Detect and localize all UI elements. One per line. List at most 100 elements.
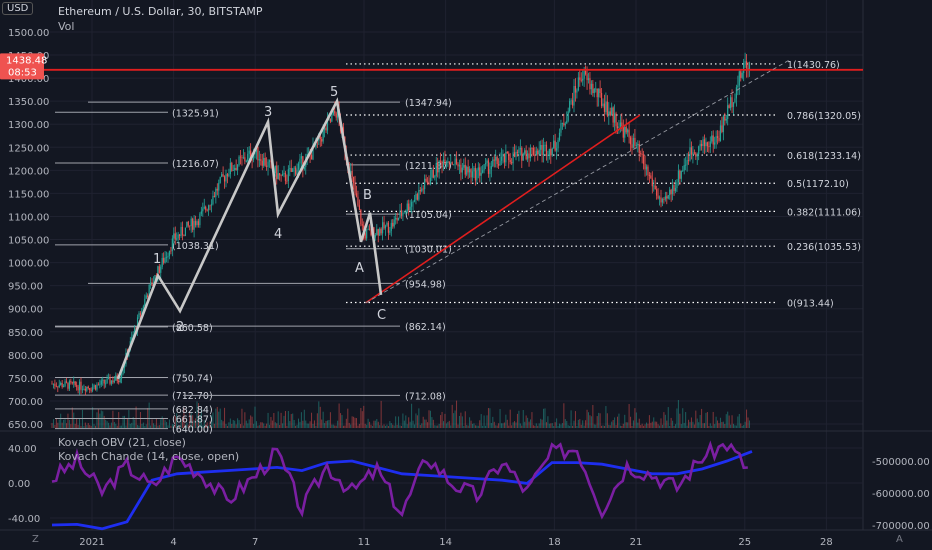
candle-body xyxy=(167,255,169,258)
volume-bar xyxy=(743,425,745,428)
volume-bar xyxy=(553,425,555,428)
volume-bar xyxy=(544,408,546,428)
candle-body xyxy=(192,218,194,230)
volume-bar xyxy=(287,411,289,428)
volume-bar xyxy=(709,423,711,428)
volume-bar xyxy=(337,420,339,428)
candle-body xyxy=(165,257,168,259)
volume-bar xyxy=(641,423,643,428)
volume-bar xyxy=(728,415,730,428)
volume-bar xyxy=(341,415,343,428)
volume-bar xyxy=(61,422,63,428)
candle-body xyxy=(441,161,443,168)
candle-body xyxy=(183,235,185,237)
candle-body xyxy=(260,159,262,161)
volume-bar xyxy=(472,423,473,428)
volume-bar xyxy=(398,416,400,428)
volume-bar xyxy=(579,419,581,428)
volume-bar xyxy=(469,417,471,428)
volume-bar xyxy=(157,425,159,428)
volume-bar xyxy=(141,423,143,428)
volume-bar xyxy=(274,422,276,428)
volume-bar xyxy=(340,413,342,428)
candle-body xyxy=(486,160,488,163)
candle-body xyxy=(279,173,281,176)
candle-body xyxy=(480,172,482,176)
currency-button[interactable]: USD xyxy=(2,2,34,15)
candle-body xyxy=(677,170,679,183)
volume-bar xyxy=(463,425,465,428)
volume-bar xyxy=(593,424,595,428)
candle-body xyxy=(718,137,720,141)
volume-bar xyxy=(535,423,537,428)
volume-bar xyxy=(740,423,742,428)
volume-bar xyxy=(663,412,665,428)
candle-body xyxy=(708,146,710,148)
volume-bar xyxy=(166,421,168,428)
volume-bar xyxy=(196,401,198,428)
volume-bar xyxy=(686,425,688,428)
candle-body xyxy=(106,378,108,384)
volume-bar xyxy=(269,424,270,428)
volume-bar xyxy=(197,403,199,428)
candle-body xyxy=(212,195,214,205)
volume-bar xyxy=(182,416,183,428)
timezone-icon[interactable]: Z xyxy=(32,534,39,545)
candle-body xyxy=(287,169,289,181)
candle-body xyxy=(527,153,529,160)
volume-bar xyxy=(476,425,478,428)
volume-bar xyxy=(625,422,627,428)
volume-bar xyxy=(631,425,633,428)
volume-bar xyxy=(134,419,136,428)
candle-body xyxy=(745,61,748,68)
candle-body xyxy=(355,193,358,197)
indicator-chande-label[interactable]: Kovach Chande (14, close, open) xyxy=(58,450,240,463)
candle-body xyxy=(121,374,123,379)
candle-body xyxy=(692,152,694,155)
candle-body xyxy=(686,160,688,165)
volume-bar xyxy=(354,417,356,428)
volume-bar xyxy=(74,423,76,428)
candle-body xyxy=(367,228,369,230)
volume-bar xyxy=(276,423,278,428)
candle-body xyxy=(676,182,678,189)
volume-bar xyxy=(55,418,57,428)
volume-bar xyxy=(142,422,144,428)
volume-bar xyxy=(251,416,253,428)
candle-body xyxy=(699,143,701,147)
volume-bar xyxy=(424,419,426,428)
candle-body xyxy=(84,388,86,391)
fib-label: 0.5(1172.10) xyxy=(787,179,849,190)
volume-bar xyxy=(638,418,640,428)
volume-bar xyxy=(666,420,668,428)
volume-bar xyxy=(512,422,514,428)
candle-body xyxy=(437,163,439,173)
volume-bar xyxy=(601,425,603,428)
candle-body xyxy=(563,122,565,126)
candle-body xyxy=(335,113,337,118)
volume-bar xyxy=(685,412,687,428)
volume-bar xyxy=(145,424,147,428)
candle-body xyxy=(648,175,650,177)
indicator-obv-label[interactable]: Kovach OBV (21, close) xyxy=(58,436,186,449)
volume-bar xyxy=(563,403,565,428)
candle-body xyxy=(542,145,545,156)
candle-body xyxy=(136,317,139,331)
volume-bar xyxy=(306,423,308,428)
volume-bar xyxy=(258,425,260,428)
candle-body xyxy=(257,146,259,161)
volume-bar xyxy=(257,425,259,428)
candle-body xyxy=(103,379,105,384)
candle-body xyxy=(266,165,268,167)
candle-body xyxy=(221,174,223,177)
candle-body xyxy=(326,119,329,131)
volume-bar xyxy=(441,411,443,428)
volume-bar xyxy=(644,424,646,428)
volume-bar xyxy=(599,413,601,428)
auto-scale-icon[interactable]: A xyxy=(896,534,903,545)
candle-body xyxy=(377,229,379,236)
candle-body xyxy=(509,160,511,163)
volume-bar xyxy=(519,423,521,428)
volume-bar xyxy=(679,413,681,428)
volume-bar xyxy=(253,423,255,428)
